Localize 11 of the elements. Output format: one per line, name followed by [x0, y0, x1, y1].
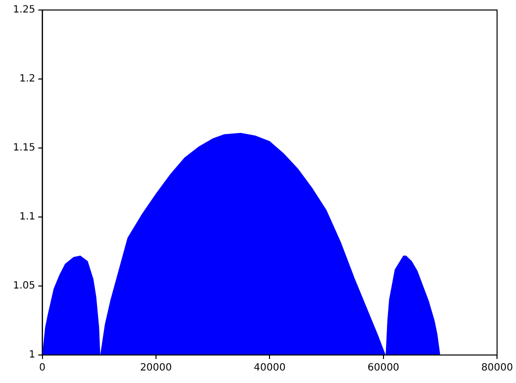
x-tick-label: 20000	[140, 362, 172, 374]
x-tick-label: 40000	[254, 362, 286, 374]
y-tick-label: 1.15	[13, 142, 36, 154]
y-tick-label: 1	[28, 350, 36, 361]
x-tick-label: 60000	[367, 362, 400, 374]
x-tick-label: 80000	[481, 362, 513, 374]
y-tick-label: 1.1	[19, 212, 36, 223]
x-tick-label: 0	[39, 362, 46, 374]
y-tick-label: 1.2	[19, 74, 36, 85]
y-tick-label: 1.25	[13, 4, 36, 16]
y-tick-label: 1.05	[13, 280, 36, 292]
